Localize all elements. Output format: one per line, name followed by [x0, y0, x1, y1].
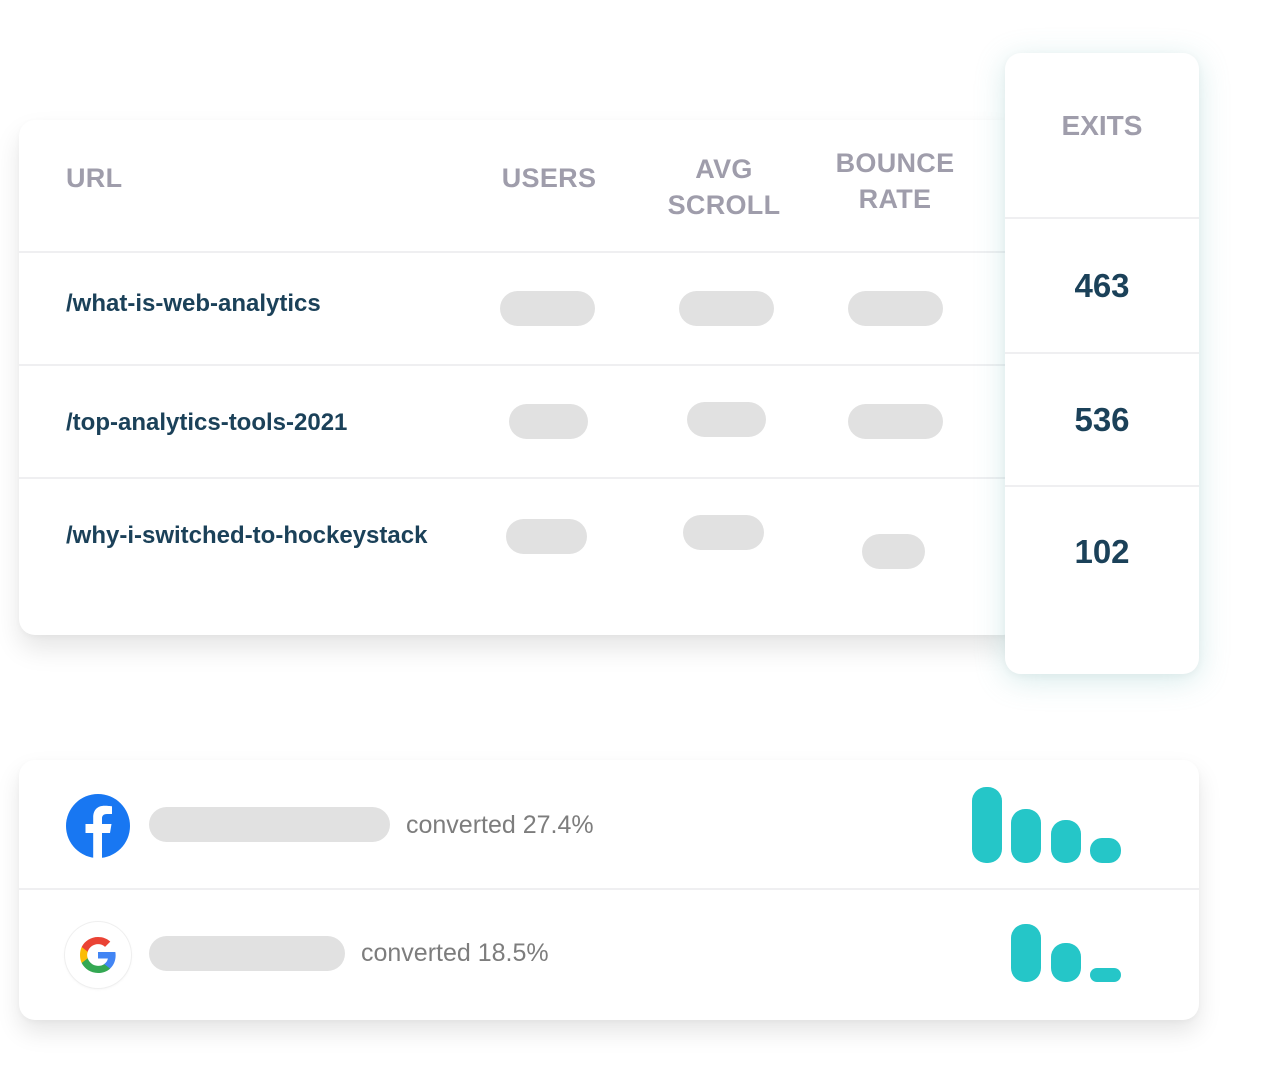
exits-row-divider [1005, 485, 1199, 487]
traffic-sources-card: converted 27.4% converted 18.5% [19, 760, 1199, 1020]
source-row-divider [19, 888, 1199, 890]
bounce-rate-placeholder [848, 404, 943, 439]
sparkline-bar [1090, 838, 1121, 863]
users-placeholder [506, 519, 587, 554]
pages-table-card: URL USERS AVG SCROLL BOUNCE RATE /what-i… [19, 120, 1019, 635]
sparkline-bar [1011, 924, 1041, 982]
exits-value: 102 [1074, 533, 1130, 570]
exits-header-divider [1005, 217, 1199, 219]
exits-row-divider [1005, 352, 1199, 354]
avg-scroll-placeholder [679, 291, 774, 326]
exits-value: 536 [1074, 401, 1130, 438]
google-placeholder-bar [149, 936, 345, 971]
column-header-avg-scroll: AVG SCROLL [659, 151, 789, 223]
column-header-exits: EXITS [1061, 110, 1143, 141]
users-placeholder [509, 404, 588, 439]
row-divider [19, 364, 1009, 366]
google-icon [65, 922, 131, 988]
avg-scroll-placeholder [687, 402, 766, 437]
avg-scroll-line1: AVG [695, 154, 753, 184]
column-header-url: URL [66, 163, 123, 193]
avg-scroll-placeholder [683, 515, 764, 550]
row-divider [19, 477, 1009, 479]
sparkline-bar [1011, 809, 1041, 863]
bounce-rate-placeholder [848, 291, 943, 326]
users-placeholder [500, 291, 595, 326]
table-row-url[interactable]: /why-i-switched-to-hockeystack [66, 522, 428, 549]
bounce-rate-line2: RATE [858, 184, 932, 214]
table-row-url[interactable]: /what-is-web-analytics [66, 290, 321, 317]
exits-value: 463 [1074, 267, 1130, 304]
header-divider [19, 251, 1009, 253]
sparkline-bar [1051, 820, 1081, 863]
facebook-placeholder-bar [149, 807, 390, 842]
sparkline-bar [1090, 968, 1121, 982]
exits-column-card: EXITS 463 536 102 [1005, 53, 1199, 674]
table-row-url[interactable]: /top-analytics-tools-2021 [66, 409, 348, 436]
column-header-bounce-rate: BOUNCE RATE [825, 145, 965, 217]
avg-scroll-line2: SCROLL [667, 190, 781, 220]
bounce-rate-line1: BOUNCE [835, 148, 955, 178]
column-header-users: USERS [501, 163, 597, 193]
sparkline-bar [972, 787, 1002, 863]
bounce-rate-placeholder [862, 534, 925, 569]
facebook-conversion-label: converted 27.4% [406, 811, 594, 839]
facebook-icon [65, 793, 131, 859]
sparkline-bar [1051, 943, 1081, 982]
google-conversion-label: converted 18.5% [361, 939, 549, 967]
